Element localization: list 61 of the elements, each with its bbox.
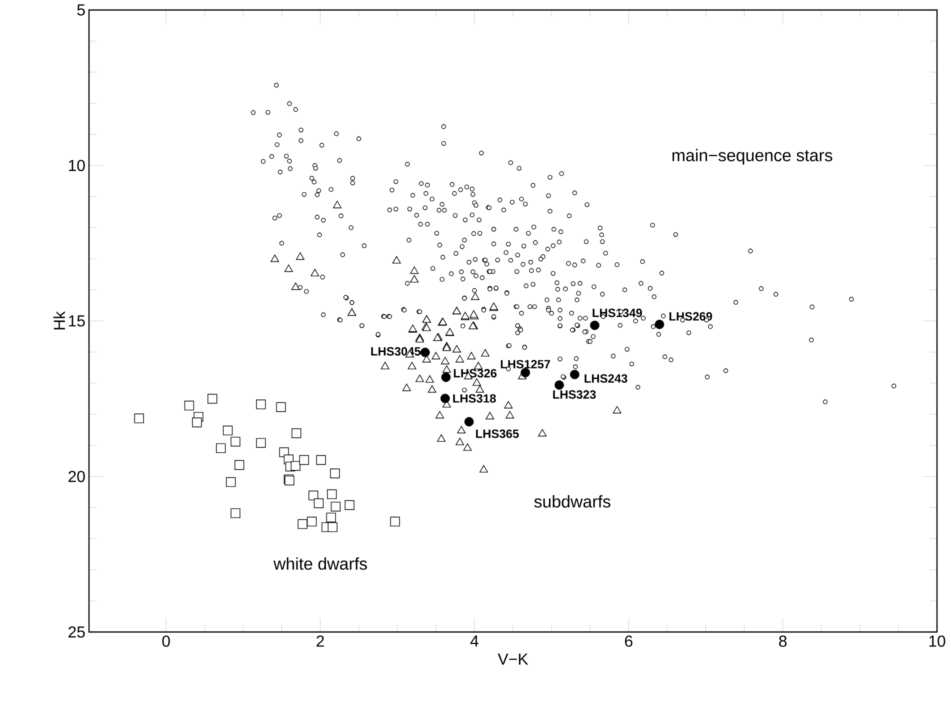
point: [192, 418, 202, 428]
point: [256, 400, 266, 410]
point: [234, 460, 244, 470]
point: [654, 320, 664, 330]
point: [330, 468, 340, 478]
point: [554, 380, 564, 390]
point: [134, 414, 144, 424]
point: [306, 516, 317, 526]
point: [226, 477, 236, 487]
x-tick-label: 8: [779, 636, 787, 647]
point: [316, 455, 326, 465]
point: [256, 438, 266, 448]
point: [570, 370, 580, 380]
point: [590, 320, 600, 330]
x-tick-label: 6: [625, 636, 632, 647]
point: [326, 512, 336, 522]
point: [390, 516, 400, 526]
point: [184, 400, 194, 410]
y-tick-label: 5: [77, 4, 85, 16]
annotation: white dwarfs: [273, 557, 367, 570]
x-tick-label: 10: [929, 636, 946, 647]
annotation: LHS3045: [371, 347, 421, 356]
point: [314, 498, 324, 508]
annotation: LHS1349: [592, 308, 642, 318]
y-tick-label: 25: [68, 626, 85, 638]
point: [299, 455, 309, 465]
annotation: LHS243: [584, 374, 628, 383]
point: [222, 426, 233, 436]
point: [276, 402, 286, 412]
y-tick-label: 10: [68, 160, 85, 172]
point: [440, 394, 450, 404]
x-tick-label: 0: [162, 636, 170, 647]
annotation: main−sequence stars: [672, 148, 832, 165]
x-tick-label: 2: [316, 636, 324, 647]
point: [230, 436, 240, 446]
annotation: subdwarfs: [534, 495, 610, 508]
x-axis-title: V−K: [498, 654, 528, 665]
point: [520, 368, 530, 378]
annotation: LHS269: [669, 312, 712, 321]
annotation: LHS323: [553, 390, 596, 399]
point: [298, 519, 308, 529]
annotation: LHS1257: [500, 360, 550, 368]
y-tick-label: 20: [68, 470, 85, 482]
point: [308, 490, 318, 500]
point: [327, 489, 337, 500]
point: [290, 461, 300, 471]
point: [208, 394, 218, 404]
point: [216, 443, 226, 454]
point: [330, 502, 341, 512]
point: [464, 417, 474, 426]
point: [420, 348, 430, 358]
point: [328, 522, 338, 532]
point: [441, 372, 451, 382]
y-axis-title: Hk: [53, 311, 65, 330]
point: [344, 500, 354, 510]
x-tick-label: 4: [470, 636, 478, 646]
point: [230, 508, 240, 518]
point: [292, 428, 302, 438]
y-tick-label: 15: [68, 315, 85, 327]
annotation: LHS318: [453, 394, 496, 403]
annotation: LHS365: [476, 430, 519, 438]
